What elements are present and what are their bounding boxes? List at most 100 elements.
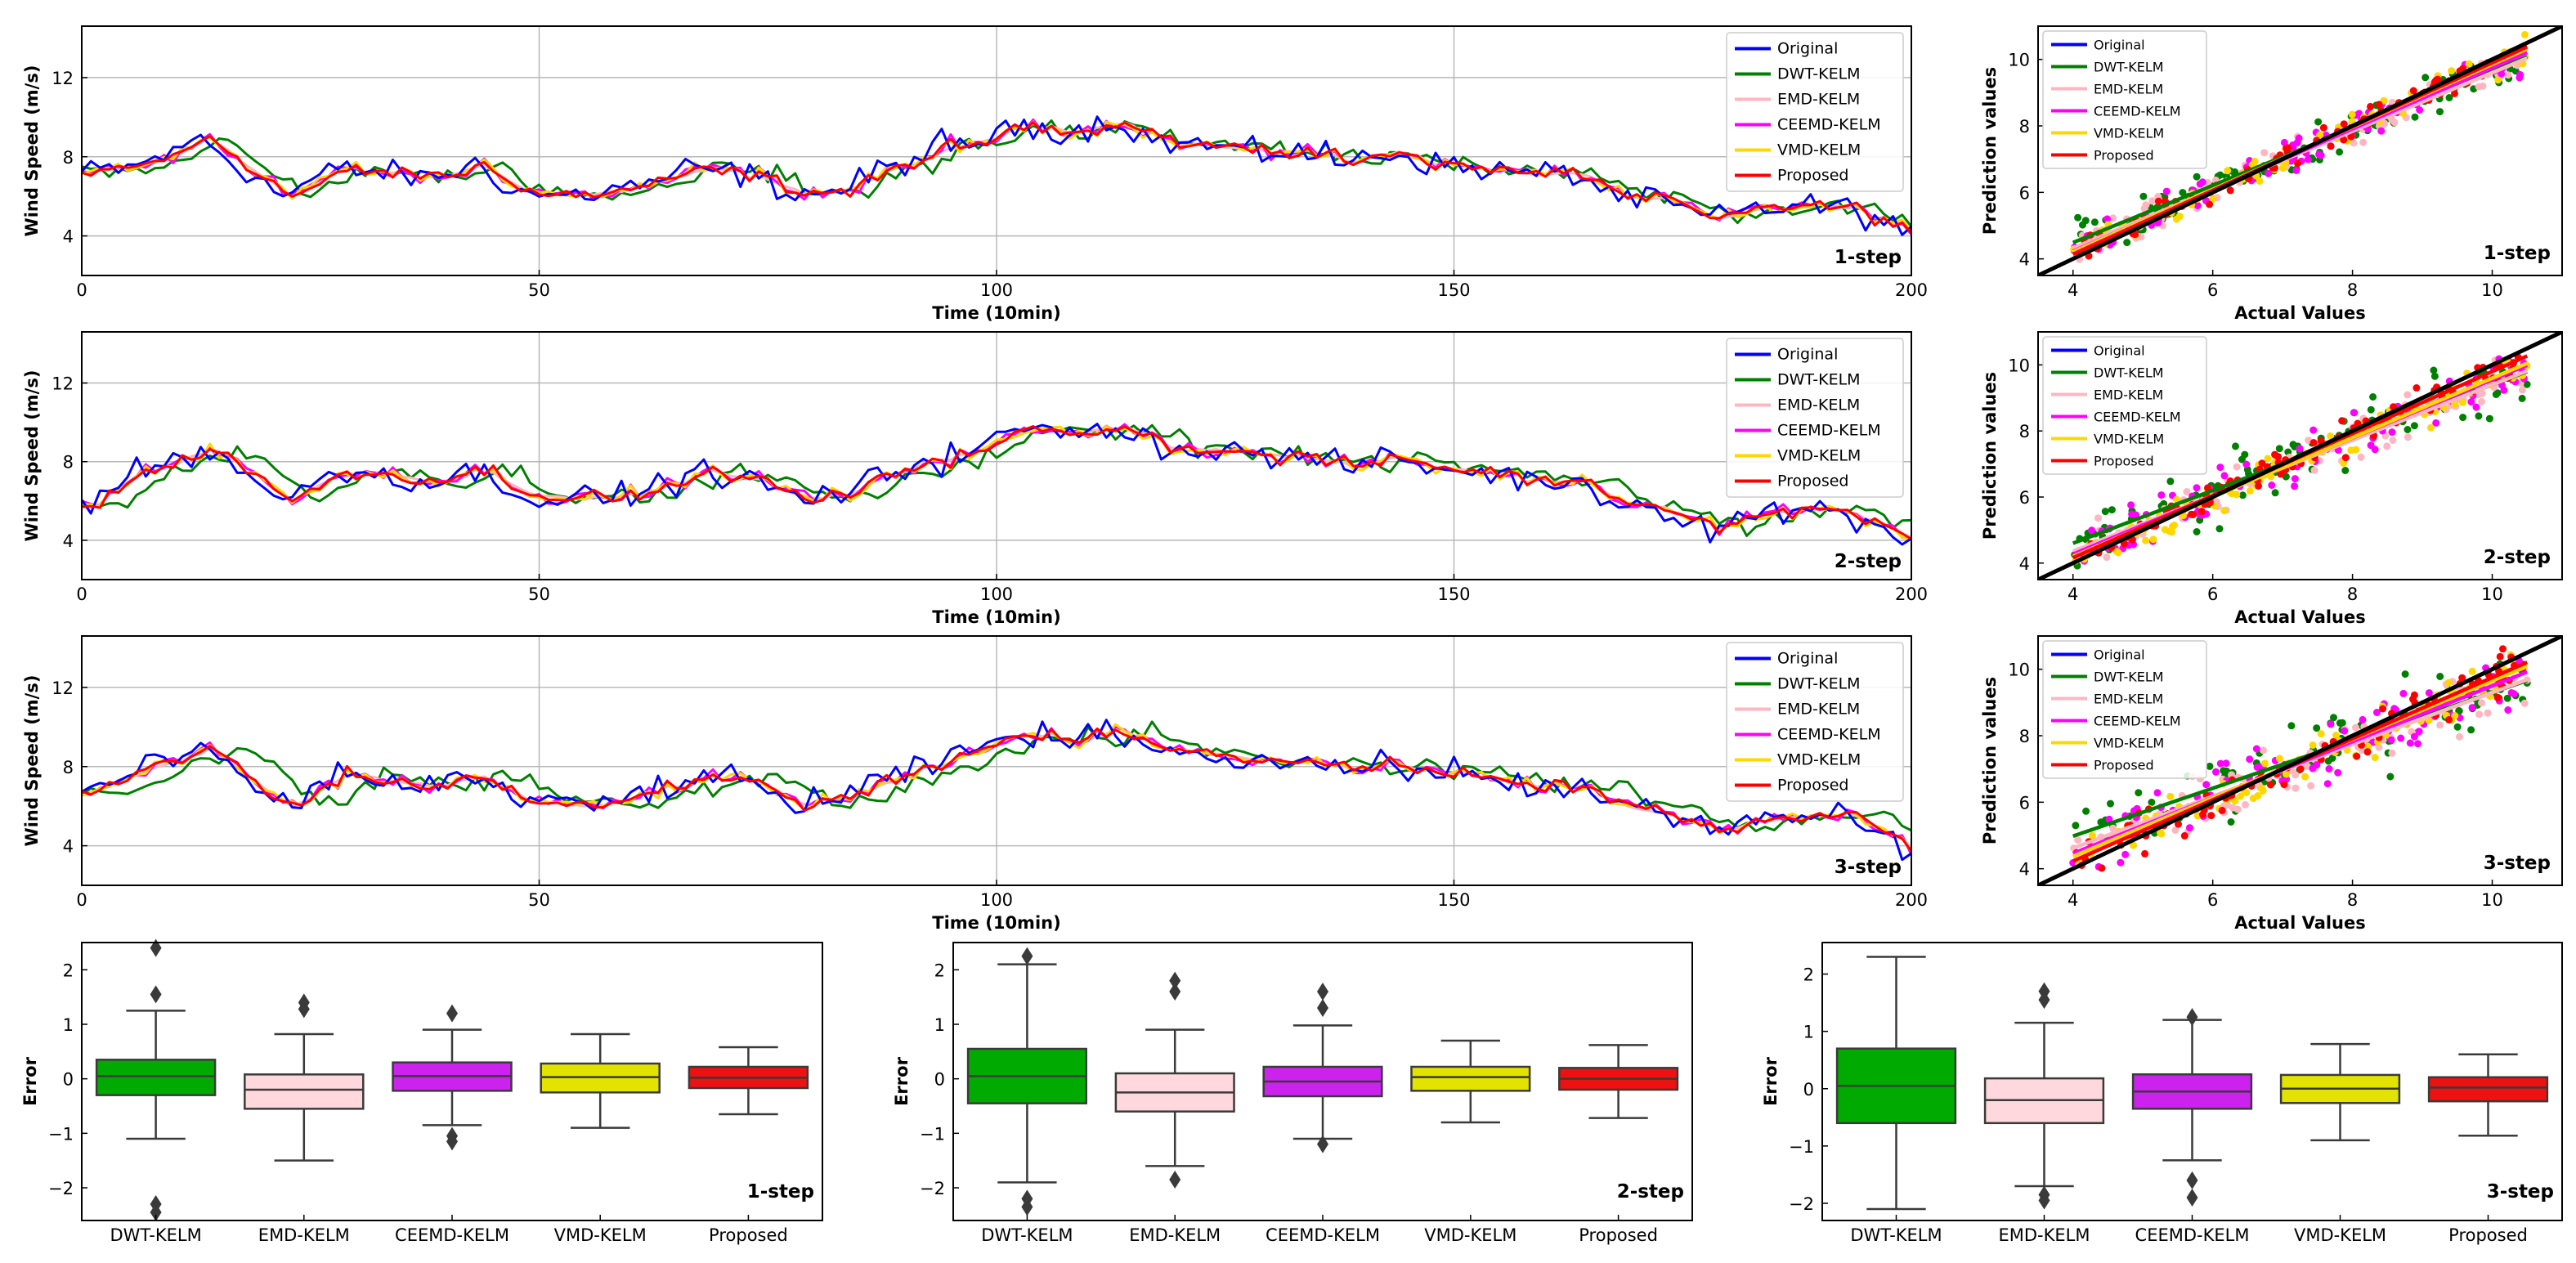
scatter-point-proposed <box>2375 101 2383 109</box>
scatter-point-proposed <box>2340 136 2348 144</box>
y-tick-label: 6 <box>2019 488 2030 508</box>
scatter-point-ceemd-kelm <box>2193 484 2201 492</box>
boxplot-panel-2: DWT-KELM EMD-KELM CEEMD-KELM VMD-KELM Propos… <box>892 942 1693 1245</box>
y-tick-label: 4 <box>63 531 74 551</box>
scatter-point-emd-kelm <box>2171 826 2180 834</box>
scatter-point-vmd-kelm <box>2279 164 2287 172</box>
y-tick-label: 12 <box>52 679 74 698</box>
y-tick-label: 8 <box>2019 117 2030 137</box>
scatter-point-ceemd-kelm <box>2397 734 2405 742</box>
x-tick-label: VMD-KELM <box>554 1225 647 1245</box>
scatter-point-ceemd-kelm <box>2153 789 2162 797</box>
legend-label-vmd-kelm: VMD-KELM <box>2094 126 2164 141</box>
box-proposed <box>688 1046 809 1116</box>
scatter-point-proposed <box>2277 470 2285 478</box>
scatter-point-vmd-kelm <box>2236 792 2244 800</box>
y-axis-label: Prediction values <box>1980 372 2000 540</box>
y-tick-label: 8 <box>63 758 74 777</box>
scatter-point-dwt-kelm <box>2503 694 2511 702</box>
boxplot-panel-1: DWT-KELM EMD-KELM CEEMD-KELM VMD-KELM Propos… <box>20 938 823 1245</box>
scatter-point-dwt-kelm <box>2336 719 2344 727</box>
scatter-point-dwt-kelm <box>2410 422 2418 430</box>
box-body <box>1410 1065 1531 1092</box>
axes-frame <box>81 942 823 1221</box>
legend: Original DWT-KELM EMD-KELM CEEMD-KELM VMD-KE… <box>2042 30 2207 169</box>
x-tick-label: DWT-KELM <box>110 1225 201 1245</box>
scatter-point-proposed <box>2493 693 2502 701</box>
x-tick-label: CEEMD-KELM <box>395 1225 509 1245</box>
scatter-point-proposed <box>2207 812 2215 820</box>
scatter-point-ceemd-kelm <box>2117 858 2125 867</box>
scatter-point-ceemd-kelm <box>2467 398 2475 406</box>
scatter-point-dwt-kelm <box>2436 673 2444 680</box>
axes-frame <box>2037 331 2563 580</box>
scatter-point-proposed <box>2294 159 2301 168</box>
scatter-point-ceemd-kelm <box>2406 739 2414 747</box>
scatter-point-dwt-kelm <box>2287 722 2296 730</box>
scatter-point-ceemd-kelm <box>2265 169 2273 177</box>
legend-label-original: Original <box>2094 647 2145 663</box>
scatter-point-proposed <box>2141 849 2149 858</box>
scatter-point-dwt-kelm <box>2166 477 2175 486</box>
legend-label-emd-kelm: EMD-KELM <box>2094 82 2163 97</box>
scatter-point-vmd-kelm <box>2142 536 2150 544</box>
scatter-point-proposed <box>2367 102 2374 110</box>
scatter-point-proposed <box>2206 200 2214 208</box>
legend-label-proposed: Proposed <box>1777 473 1848 490</box>
scatter-point-proposed <box>2154 197 2162 205</box>
scatter-point-emd-kelm <box>2456 732 2463 741</box>
scatter-point-ceemd-kelm <box>2507 689 2516 696</box>
scatter-point-vmd-kelm <box>2166 527 2174 535</box>
scatter-point-proposed <box>2410 691 2418 699</box>
scatter-point-ceemd-kelm <box>2373 709 2381 716</box>
y-tick-label: −2 <box>48 1179 74 1198</box>
legend: Original DWT-KELM EMD-KELM CEEMD-KELM VMD-KE… <box>1726 642 1904 802</box>
y-tick-label: 1 <box>63 1015 74 1035</box>
box-ceemd-kelm <box>1262 983 1383 1153</box>
box-ceemd-kelm <box>392 1004 513 1151</box>
legend-label-ceemd-kelm: CEEMD-KELM <box>1777 116 1881 134</box>
scatter-point-ceemd-kelm <box>2498 69 2506 78</box>
legend-label-ceemd-kelm: CEEMD-KELM <box>2094 714 2181 729</box>
scatter-point-ceemd-kelm <box>2414 740 2421 748</box>
legend: Original DWT-KELM EMD-KELM CEEMD-KELM VMD-KE… <box>1726 338 1904 498</box>
outlier-marker <box>1317 999 1328 1017</box>
scatter-point-dwt-kelm <box>2523 380 2531 388</box>
scatter-point-ceemd-kelm <box>2216 759 2224 768</box>
scatter-point-emd-kelm <box>2478 389 2486 397</box>
box-body <box>244 1073 365 1110</box>
scatter-point-proposed <box>2274 453 2282 461</box>
legend-label-proposed: Proposed <box>1777 777 1848 795</box>
scatter-point-dwt-kelm <box>2475 412 2483 420</box>
y-axis-label: Error <box>892 1056 912 1105</box>
scatter-point-emd-kelm <box>2404 391 2412 399</box>
scatter-point-proposed <box>2309 439 2318 446</box>
scatter-point-dwt-kelm <box>2227 818 2235 826</box>
y-tick-label: 8 <box>63 148 74 168</box>
box-vmd-kelm <box>2279 1042 2401 1142</box>
scatter-point-dwt-kelm <box>2485 414 2493 423</box>
legend-label-emd-kelm: EMD-KELM <box>2094 387 2163 403</box>
scatter-point-ceemd-kelm <box>2212 768 2220 776</box>
scatter-point-vmd-kelm <box>2088 831 2096 840</box>
scatter-point-vmd-kelm <box>2114 549 2122 557</box>
legend: Original DWT-KELM EMD-KELM CEEMD-KELM VMD-KE… <box>1726 32 1904 192</box>
scatter-point-ceemd-kelm <box>2468 704 2476 712</box>
scatter-point-proposed <box>2432 76 2440 84</box>
y-tick-label: 6 <box>2019 793 2030 813</box>
outlier-marker <box>150 985 162 1004</box>
scatter-point-vmd-kelm <box>2220 507 2229 515</box>
scatter-point-vmd-kelm <box>2261 759 2269 768</box>
box-dwt-kelm <box>966 947 1087 1216</box>
scatter-point-emd-kelm <box>2359 138 2368 146</box>
y-axis-label: Wind Speed (m/s) <box>22 675 42 847</box>
legend-label-dwt-kelm: DWT-KELM <box>1777 371 1861 389</box>
y-tick-label: 0 <box>934 1070 945 1090</box>
y-tick-label: 10 <box>2008 356 2030 375</box>
x-axis-label: Time (10min) <box>932 607 1060 627</box>
box-emd-kelm <box>1114 971 1235 1189</box>
box-body <box>95 1059 217 1096</box>
x-tick-label: 10 <box>2481 890 2503 910</box>
scatter-point-dwt-kelm <box>2097 818 2105 826</box>
scatter-point-emd-kelm <box>2518 386 2526 394</box>
